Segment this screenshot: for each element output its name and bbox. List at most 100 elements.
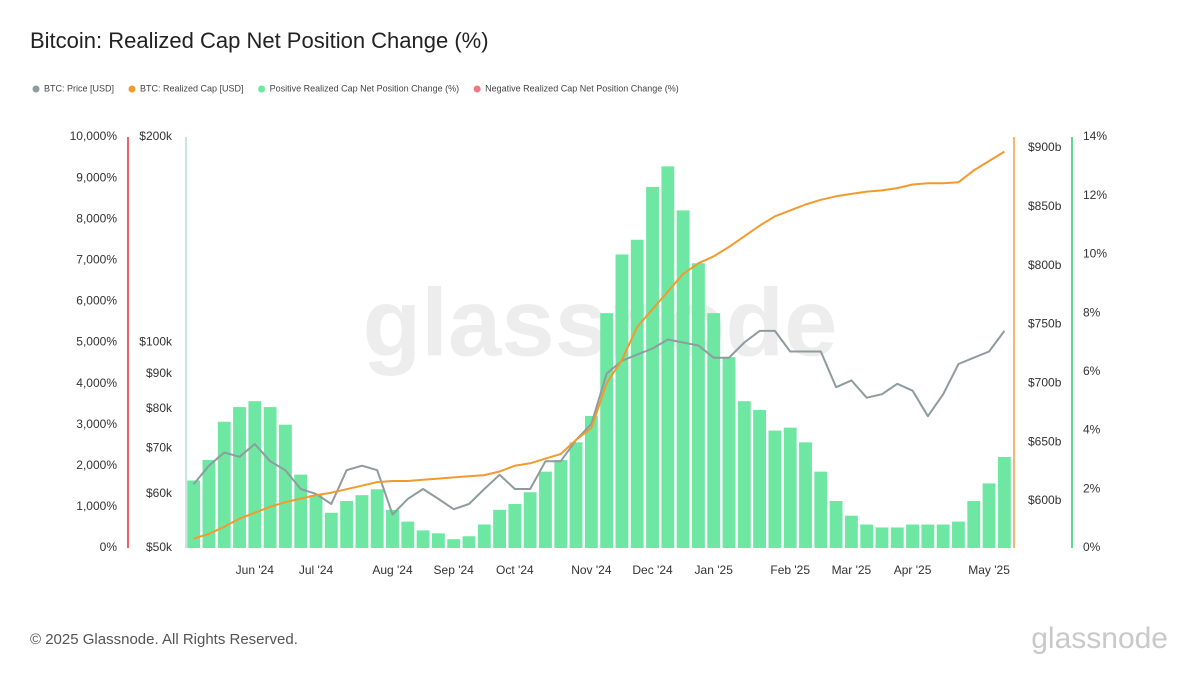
watermark: glassnode: [363, 269, 838, 376]
legend-label: BTC: Price [USD]: [44, 83, 114, 93]
bar: [447, 539, 461, 548]
bar: [340, 501, 354, 548]
bar: [202, 459, 216, 548]
bar: [906, 524, 919, 548]
bar: [248, 401, 262, 548]
bar: [309, 495, 323, 548]
legend-label: Negative Realized Cap Net Position Chang…: [485, 83, 679, 93]
x-tick-label: Oct '24: [496, 563, 534, 577]
bar: [324, 512, 338, 548]
y-tick-label: $800b: [1028, 258, 1062, 272]
y-tick-label: $200k: [139, 129, 173, 143]
bar: [569, 442, 583, 548]
bar: [279, 424, 292, 548]
y-tick-label: $70k: [146, 440, 173, 454]
y-tick-label: $850b: [1028, 199, 1062, 213]
logo: glassnode: [1031, 622, 1168, 655]
line: [193, 150, 1005, 540]
bar: [783, 427, 797, 548]
bar: [615, 254, 629, 548]
bar: [600, 313, 614, 548]
y-tick-label: $90k: [146, 366, 173, 380]
y-tick-label: 10%: [1083, 247, 1107, 261]
bar: [722, 357, 736, 548]
y-tick-label: 3,000%: [76, 417, 117, 431]
y-tick-label: 12%: [1083, 188, 1107, 202]
bar: [523, 492, 537, 548]
x-tick-label: Aug '24: [372, 563, 413, 577]
bar: [661, 166, 675, 548]
y-tick-label: $50k: [146, 540, 173, 554]
legend-marker: [32, 85, 40, 93]
x-tick-label: Apr '25: [894, 563, 932, 577]
y-tick-label: $600b: [1028, 493, 1062, 507]
x-tick-label: Jun '24: [236, 563, 275, 577]
line: [192, 329, 1006, 516]
bar: [875, 527, 889, 548]
x-tick-label: Mar '25: [832, 563, 872, 577]
bar: [997, 456, 1011, 548]
bar: [967, 501, 981, 548]
x-tick-label: May '25: [968, 563, 1010, 577]
y-tick-label: $750b: [1028, 317, 1062, 331]
x-tick-label: Jul '24: [299, 563, 334, 577]
bar: [554, 459, 568, 548]
legend-marker: [473, 85, 481, 93]
bar: [539, 471, 552, 548]
y-tick-label: 2%: [1083, 481, 1101, 495]
y-tick-label: $700b: [1028, 375, 1062, 389]
chart-title: Bitcoin: Realized Cap Net Position Chang…: [30, 28, 489, 53]
y-tick-label: 2,000%: [76, 458, 117, 472]
x-tick-label: Dec '24: [632, 563, 673, 577]
y-tick-label: 6%: [1083, 364, 1101, 378]
bar: [676, 210, 690, 548]
x-tick-label: Jan '25: [695, 563, 734, 577]
y-tick-label: 9,000%: [76, 170, 117, 184]
bar: [630, 239, 644, 548]
legend-label: BTC: Realized Cap [USD]: [140, 83, 244, 93]
y-tick-label: 0%: [100, 540, 118, 554]
bar: [493, 509, 506, 548]
bar: [890, 527, 904, 548]
bar: [462, 536, 476, 548]
bar: [187, 480, 201, 548]
y-tick-label: 1,000%: [76, 499, 117, 513]
y-tick-label: 0%: [1083, 540, 1101, 554]
bar: [952, 521, 965, 548]
bar: [829, 501, 843, 548]
legend-marker: [128, 85, 136, 93]
bar: [982, 483, 996, 548]
y-tick-label: $60k: [146, 486, 173, 500]
y-tick-label: 8,000%: [76, 211, 117, 225]
bar: [799, 442, 812, 548]
x-tick-label: Feb '25: [770, 563, 810, 577]
bar: [814, 471, 828, 548]
bar: [508, 503, 522, 548]
y-tick-label: $650b: [1028, 434, 1062, 448]
y-tick-label: 14%: [1083, 129, 1107, 143]
bar: [233, 407, 246, 548]
bar: [768, 430, 782, 548]
bar: [416, 530, 430, 548]
bar: [386, 509, 399, 548]
bar: [431, 533, 445, 548]
y-tick-label: 5,000%: [76, 335, 117, 349]
bar: [646, 186, 659, 548]
bar: [584, 415, 598, 548]
y-tick-label: 8%: [1083, 305, 1101, 319]
bar: [370, 489, 384, 548]
y-tick-label: $100k: [139, 335, 173, 349]
x-tick-label: Nov '24: [571, 563, 612, 577]
y-tick-label: $80k: [146, 401, 173, 415]
legend-marker: [258, 85, 266, 93]
y-tick-label: 10,000%: [70, 129, 118, 143]
y-tick-label: $900b: [1028, 140, 1062, 154]
x-tick-label: Sep '24: [434, 563, 475, 577]
bar: [355, 495, 369, 548]
bar: [844, 515, 858, 548]
footer: © 2025 Glassnode. All Rights Reserved.: [30, 631, 298, 648]
bar: [860, 524, 874, 548]
bar: [401, 521, 415, 548]
y-tick-label: 4%: [1083, 423, 1101, 437]
